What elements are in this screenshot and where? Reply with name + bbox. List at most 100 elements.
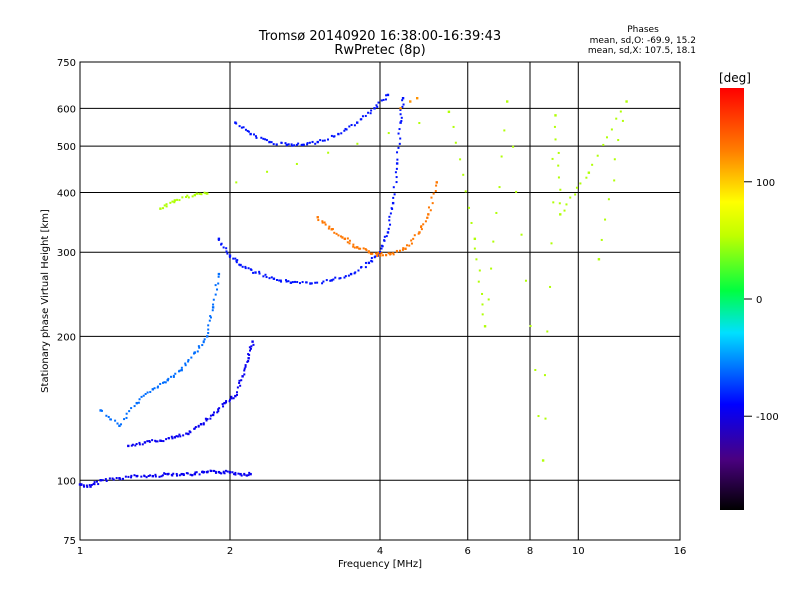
data-point: [481, 313, 484, 316]
data-point: [300, 143, 303, 146]
data-point: [345, 128, 348, 131]
data-point: [387, 132, 390, 135]
data-point: [356, 142, 359, 145]
data-point: [240, 379, 243, 382]
data-point: [610, 128, 613, 131]
data-point: [430, 196, 433, 199]
data-point: [147, 474, 150, 477]
data-point: [212, 303, 215, 306]
data-point: [301, 281, 304, 284]
data-point: [239, 384, 242, 387]
data-point: [332, 278, 335, 281]
data-point: [420, 228, 423, 231]
data-point: [144, 392, 147, 395]
data-point: [133, 474, 136, 477]
data-point: [146, 391, 149, 394]
data-point: [427, 213, 430, 216]
data-point: [181, 196, 184, 199]
colorbar-tick-label: 0: [756, 295, 762, 306]
data-point: [353, 124, 356, 127]
data-point: [387, 252, 390, 255]
phases-o-stats: mean, sd,O: -69.9, 15.2: [590, 36, 696, 46]
data-point: [199, 423, 203, 426]
data-point: [359, 247, 362, 250]
data-point: [395, 162, 399, 165]
data-point: [401, 105, 404, 108]
data-point: [392, 196, 395, 199]
x-tick-label: 16: [674, 546, 687, 557]
data-point: [549, 285, 552, 288]
data-point: [389, 253, 392, 256]
data-point: [164, 381, 167, 384]
data-point: [386, 93, 390, 97]
data-point: [383, 239, 386, 242]
data-point: [551, 157, 554, 160]
data-point: [171, 474, 174, 477]
data-point: [85, 484, 88, 487]
plot-area: 1 2 4 6 8 10 16 75 100 200 300 400 500 600 750: [57, 58, 686, 557]
phases-x-stats: mean, sd,X: 107.5, 18.1: [588, 46, 696, 56]
data-point: [138, 441, 141, 444]
data-point: [187, 196, 190, 199]
data-point: [322, 280, 325, 283]
data-point: [394, 171, 397, 174]
data-point: [279, 279, 282, 282]
data-point: [135, 443, 138, 446]
data-point: [172, 472, 175, 475]
data-point: [223, 472, 226, 475]
data-point: [160, 440, 163, 443]
data-point: [435, 181, 438, 184]
data-point: [316, 216, 319, 219]
data-point: [243, 369, 246, 372]
data-point: [348, 125, 351, 128]
data-point: [291, 144, 294, 147]
data-point: [422, 223, 425, 226]
data-point: [143, 475, 146, 478]
data-point: [196, 350, 199, 353]
data-point: [204, 192, 207, 195]
data-point: [559, 188, 562, 191]
data-point: [563, 209, 566, 212]
data-point: [151, 474, 155, 478]
data-point: [558, 202, 561, 205]
data-point: [160, 475, 163, 478]
data-point: [207, 324, 210, 327]
data-point: [125, 416, 128, 419]
data-point: [159, 207, 162, 210]
data-point: [398, 142, 401, 145]
data-point: [180, 472, 183, 476]
data-point: [225, 400, 228, 403]
data-point: [255, 136, 258, 139]
data-point: [180, 366, 183, 369]
data-point: [187, 432, 190, 436]
data-point: [384, 98, 387, 101]
data-point: [617, 139, 620, 142]
data-point: [214, 470, 217, 473]
y-tick-label: 300: [57, 248, 76, 259]
data-point: [241, 375, 244, 378]
data-point: [417, 232, 420, 235]
data-point: [399, 121, 402, 124]
colorbar-tick-label: 100: [756, 178, 775, 189]
data-point: [557, 164, 560, 167]
data-point: [184, 364, 187, 367]
data-point: [254, 271, 257, 274]
data-point: [130, 474, 133, 477]
data-point: [169, 375, 172, 378]
data-point: [410, 242, 413, 245]
data-point: [179, 435, 182, 438]
y-tick-label: 500: [57, 142, 76, 153]
data-point: [298, 282, 301, 285]
data-point: [167, 437, 170, 440]
data-point: [344, 275, 347, 278]
data-point: [134, 444, 137, 447]
data-point: [232, 397, 235, 400]
data-point: [392, 253, 395, 256]
data-point: [196, 192, 199, 195]
data-point: [337, 132, 340, 136]
data-point: [78, 483, 82, 486]
data-point: [230, 395, 233, 398]
data-point: [350, 123, 353, 126]
data-point: [337, 234, 340, 237]
x-tick-label: 1: [77, 546, 83, 557]
